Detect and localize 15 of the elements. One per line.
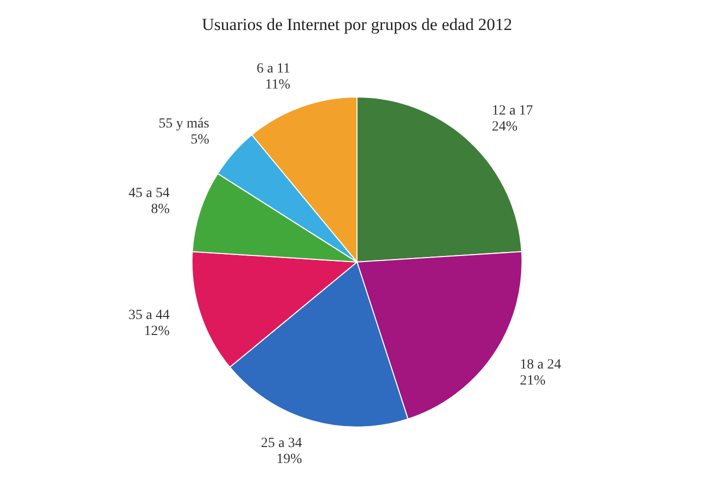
data-label: 24%: [492, 119, 518, 134]
slice-label: 45 a 54: [128, 186, 170, 202]
slice-label: 25 a 34: [260, 436, 302, 452]
data-label: 21%: [520, 374, 546, 389]
data-label: 5%: [190, 132, 210, 148]
data-label: 8%: [150, 202, 170, 218]
slice-label: 35 a 44: [128, 308, 170, 323]
slice-label: 12 a 17: [492, 103, 534, 118]
data-label: 12%: [144, 324, 170, 339]
slice-label: 6 a 11: [256, 62, 290, 77]
data-label: 19%: [276, 452, 302, 468]
chart-title: Usuarios de Internet por grupos de edad 2012: [202, 15, 512, 34]
slice-label: 55 y más: [158, 116, 210, 132]
data-label: 11%: [265, 78, 291, 93]
slice-label: 18 a 24: [520, 358, 562, 373]
